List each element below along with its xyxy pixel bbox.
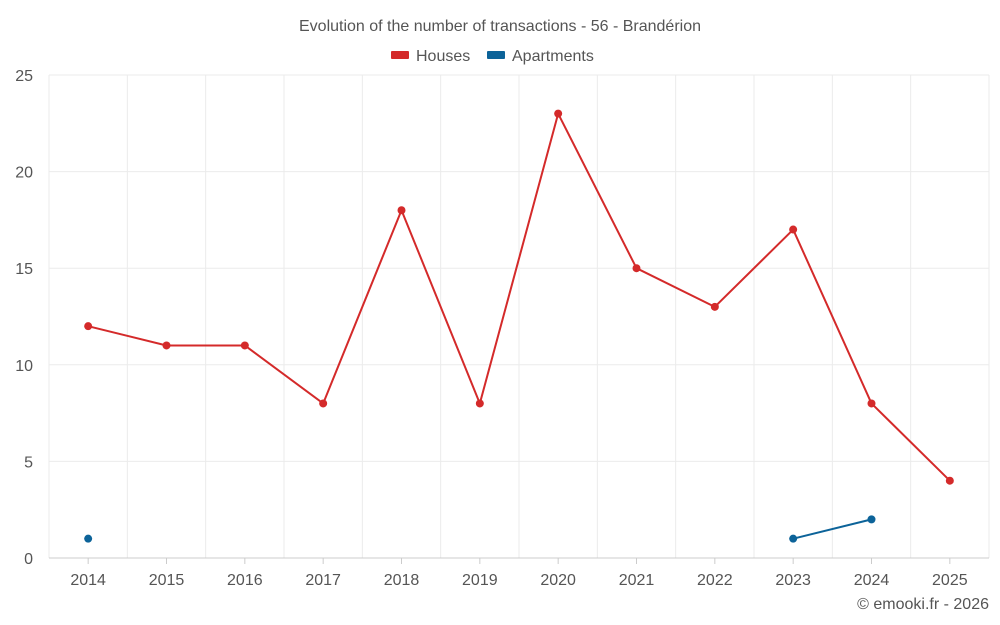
- legend-houses-label[interactable]: Houses: [416, 48, 470, 65]
- data-point-houses[interactable]: [867, 399, 876, 408]
- data-point-houses[interactable]: [319, 399, 328, 408]
- data-point-houses[interactable]: [554, 109, 563, 118]
- y-tick-label: 20: [15, 165, 33, 182]
- x-tick-label: 2016: [227, 572, 263, 589]
- data-point-apartments[interactable]: [84, 534, 93, 543]
- chart-title: Evolution of the number of transactions …: [299, 18, 701, 35]
- y-tick-label: 25: [15, 68, 33, 85]
- x-tick-label: 2021: [619, 572, 655, 589]
- x-tick-label: 2023: [775, 572, 811, 589]
- data-point-houses[interactable]: [84, 322, 93, 331]
- x-tick-label: 2014: [70, 572, 106, 589]
- credit-text: © emooki.fr - 2026: [857, 596, 989, 613]
- x-tick-label: 2017: [305, 572, 341, 589]
- data-point-houses[interactable]: [475, 399, 484, 408]
- data-point-houses[interactable]: [397, 206, 406, 215]
- data-point-houses[interactable]: [240, 341, 249, 350]
- series-line-houses: [87, 112, 951, 482]
- legend-apartments-label[interactable]: Apartments: [512, 48, 594, 65]
- y-tick-label: 10: [15, 358, 33, 375]
- data-point-houses[interactable]: [945, 476, 954, 485]
- legend-item-apartments[interactable]: Apartments: [487, 48, 594, 65]
- data-point-houses[interactable]: [710, 302, 719, 311]
- x-tick-label: 2020: [540, 572, 576, 589]
- legend: Houses Apartments: [391, 48, 594, 65]
- data-point-apartments[interactable]: [789, 534, 798, 543]
- series: [84, 109, 954, 543]
- x-tick-label: 2015: [149, 572, 185, 589]
- x-tick-label: 2025: [932, 572, 968, 589]
- grid: [48, 74, 990, 558]
- legend-item-houses[interactable]: Houses: [391, 48, 470, 65]
- x-tick-label: 2019: [462, 572, 498, 589]
- data-point-houses[interactable]: [789, 225, 798, 234]
- legend-houses-swatch: [391, 51, 409, 59]
- y-tick-label: 15: [15, 261, 33, 278]
- x-tick-label: 2022: [697, 572, 733, 589]
- y-tick-label: 5: [24, 454, 33, 471]
- data-point-houses[interactable]: [162, 341, 171, 350]
- data-point-apartments[interactable]: [867, 515, 876, 524]
- data-point-houses[interactable]: [632, 264, 641, 273]
- series-line-apartments: [792, 518, 873, 540]
- legend-apartments-swatch: [487, 51, 505, 59]
- x-tick-label: 2018: [384, 572, 420, 589]
- x-tick-label: 2024: [854, 572, 890, 589]
- y-tick-label: 0: [24, 551, 33, 568]
